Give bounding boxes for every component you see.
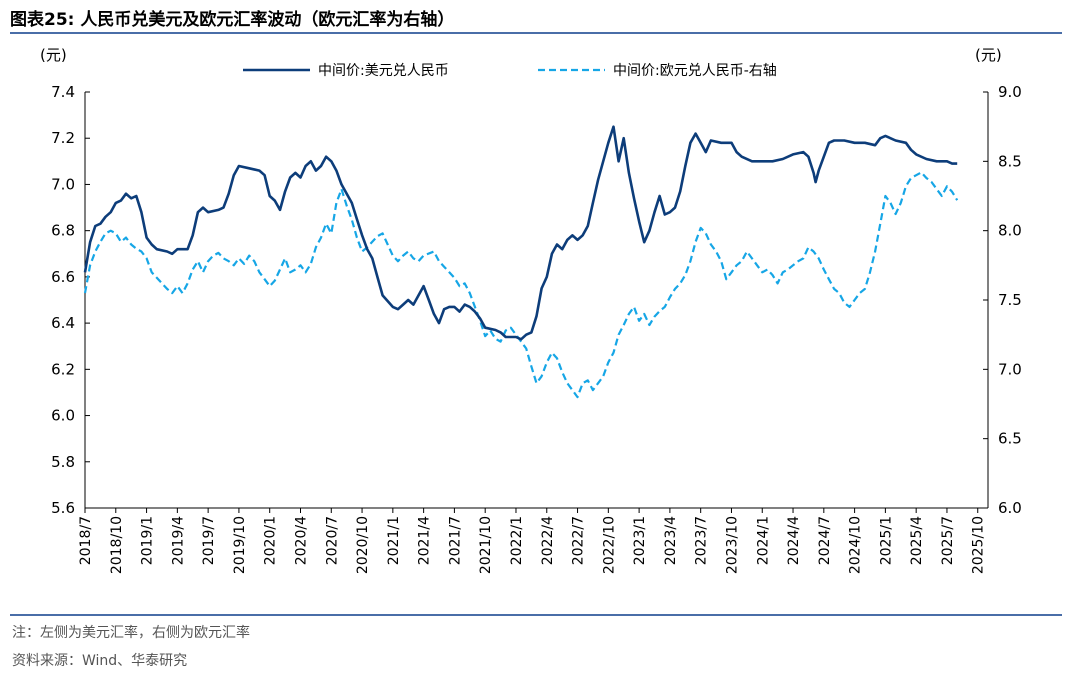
x-tick-label: 2021/10 — [478, 516, 494, 574]
right-tick-label: 7.0 — [998, 360, 1022, 378]
left-tick-label: 6.0 — [51, 407, 75, 425]
right-axis: 9.0 8.5 8.0 7.5 7.0 6.5 6.0 — [983, 83, 1022, 517]
eur-cny-line — [83, 171, 959, 399]
x-tick-label: 2019/4 — [170, 516, 186, 565]
right-axis-unit: (元) — [975, 46, 1002, 64]
x-tick-label: 2022/7 — [571, 516, 587, 565]
left-tick-label: 7.4 — [51, 83, 75, 101]
x-tick-label: 2019/7 — [201, 516, 217, 565]
series-lines — [83, 125, 959, 399]
exchange-rate-chart: 7.4 7.2 7.0 6.8 6.6 6.4 6.2 6.0 5.8 5.6 9.0 8.5 8.0… — [40, 46, 1022, 574]
left-tick-label: 7.2 — [51, 129, 75, 147]
x-tick-label: 2024/1 — [755, 516, 771, 565]
right-tick-label: 8.0 — [998, 222, 1022, 240]
x-tick-label: 2022/10 — [601, 516, 617, 574]
x-tick-label: 2022/1 — [509, 516, 525, 565]
x-tick-label: 2020/4 — [293, 516, 309, 565]
x-tick-label: 2019/1 — [140, 516, 156, 565]
page-title: 图表25: 人民币兑美元及欧元汇率波动（欧元汇率为右轴） — [10, 10, 455, 30]
x-tick-label: 2021/1 — [386, 516, 402, 565]
usd-cny-line — [83, 125, 958, 341]
right-tick-label: 9.0 — [998, 83, 1022, 101]
top-divider — [10, 32, 1062, 34]
x-tick-label: 2024/10 — [848, 516, 864, 574]
x-tick-label: 2025/10 — [971, 516, 987, 574]
right-tick-label: 6.5 — [998, 430, 1022, 448]
x-tick-label: 2025/7 — [940, 516, 956, 565]
x-tick-label: 2022/4 — [540, 516, 556, 565]
x-tick-label: 2021/4 — [417, 516, 433, 565]
legend: 中间价:美元兑人民币 中间价:欧元兑人民币-右轴 — [243, 63, 777, 79]
left-tick-label: 6.2 — [51, 360, 75, 378]
plot-frame — [84, 92, 989, 509]
left-axis-unit: (元) — [40, 46, 67, 64]
left-tick-label: 7.0 — [51, 175, 75, 193]
x-tick-label: 2023/1 — [632, 516, 648, 565]
right-tick-label: 8.5 — [998, 152, 1022, 170]
x-tick-label: 2023/7 — [694, 516, 710, 565]
legend-usd-label: 中间价:美元兑人民币 — [318, 63, 449, 79]
bottom-divider — [10, 614, 1062, 616]
x-tick-label: 2023/10 — [724, 516, 740, 574]
x-tick-label: 2020/10 — [355, 516, 371, 574]
left-tick-label: 5.8 — [51, 453, 75, 471]
x-tick-label: 2020/7 — [324, 516, 340, 565]
source-note: 资料来源：Wind、华泰研究 — [12, 653, 188, 669]
left-tick-label: 6.4 — [51, 314, 75, 332]
x-tick-label: 2025/1 — [878, 516, 894, 565]
x-tick-label: 2025/4 — [909, 516, 925, 565]
right-tick-label: 6.0 — [998, 499, 1022, 517]
x-tick-label: 2020/1 — [263, 516, 279, 565]
footnote: 注：左侧为美元汇率，右侧为欧元汇率 — [12, 625, 250, 641]
x-tick-label: 2024/4 — [786, 516, 802, 565]
x-tick-label: 2021/7 — [447, 516, 463, 565]
x-tick-label: 2018/7 — [78, 516, 94, 565]
right-tick-label: 7.5 — [998, 291, 1022, 309]
legend-eur-label: 中间价:欧元兑人民币-右轴 — [613, 63, 777, 79]
x-axis: 2018/7 2018/10 2019/1 2019/4 2019/7 2019/10 20… — [78, 508, 987, 574]
x-tick-label: 2024/7 — [817, 516, 833, 565]
x-tick-label: 2023/4 — [663, 516, 679, 565]
left-tick-label: 6.8 — [51, 222, 75, 240]
left-axis: 7.4 7.2 7.0 6.8 6.6 6.4 6.2 6.0 5.8 5.6 — [51, 83, 90, 517]
left-tick-label: 5.6 — [51, 499, 75, 517]
left-tick-label: 6.6 — [51, 268, 75, 286]
x-tick-label: 2019/10 — [232, 516, 248, 574]
x-tick-label: 2018/10 — [109, 516, 125, 574]
